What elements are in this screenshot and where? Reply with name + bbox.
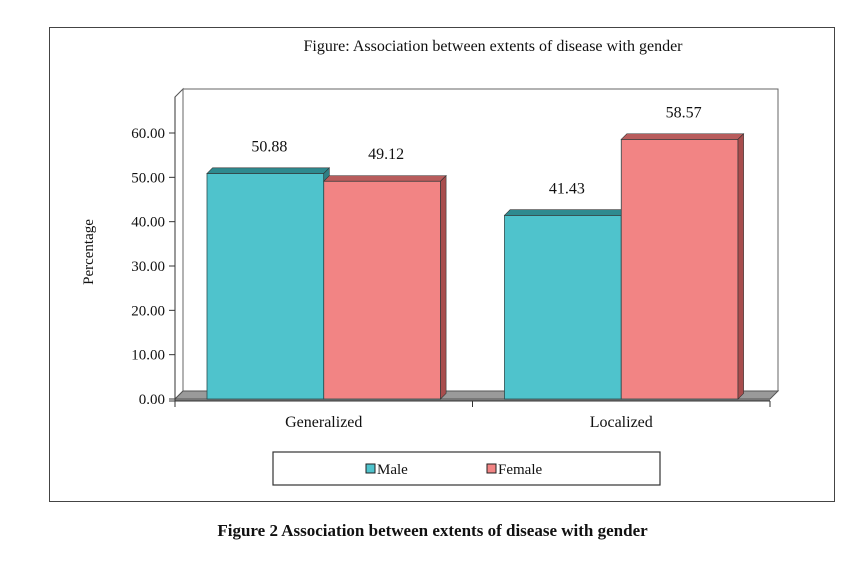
side-wall bbox=[174, 87, 184, 401]
y-tick-label: 20.00 bbox=[131, 303, 165, 319]
legend-label-female: Female bbox=[498, 462, 542, 478]
data-label: 58.57 bbox=[666, 104, 702, 121]
bars bbox=[206, 133, 745, 400]
bar-top-face bbox=[323, 175, 447, 182]
figure-caption: Figure 2 Association between extents of … bbox=[217, 521, 648, 540]
bar-side-face bbox=[440, 174, 447, 400]
data-label: 41.43 bbox=[549, 180, 585, 197]
x-tick-label: Localized bbox=[590, 414, 653, 431]
y-tick-label: 30.00 bbox=[131, 259, 165, 275]
x-tick-label: Generalized bbox=[285, 414, 362, 431]
y-tick-label: 50.00 bbox=[131, 170, 165, 186]
legend-swatch-male bbox=[365, 463, 376, 474]
bar-female-generalized bbox=[323, 180, 441, 400]
bar-female-localized bbox=[620, 138, 739, 400]
bar-top-face bbox=[206, 167, 331, 174]
bar-top-face bbox=[620, 133, 745, 140]
legend-box bbox=[272, 451, 661, 486]
legend-label-male: Male bbox=[377, 462, 408, 478]
bar-male-localized bbox=[504, 214, 622, 400]
data-labels: 50.88 49.12 41.43 58.57 bbox=[251, 104, 701, 197]
y-axis: 0.00 10.00 20.00 30.00 40.00 50.00 60.00 bbox=[131, 97, 176, 408]
legend-swatch-female bbox=[486, 463, 497, 474]
chart-floor-edge bbox=[175, 399, 770, 401]
y-axis-label: Percentage bbox=[81, 219, 97, 285]
x-axis: Generalized Localized bbox=[169, 400, 771, 431]
data-label: 49.12 bbox=[368, 146, 404, 163]
data-label: 50.88 bbox=[251, 138, 287, 155]
y-tick-label: 10.00 bbox=[131, 348, 165, 364]
bar-side-face bbox=[737, 133, 744, 400]
bar-male-generalized bbox=[206, 173, 325, 400]
bar-top-face bbox=[503, 209, 628, 216]
y-tick-label: 60.00 bbox=[131, 126, 165, 142]
chart-title: Figure: Association between extents of d… bbox=[303, 38, 683, 55]
legend: Male Female bbox=[272, 451, 661, 486]
y-tick-label: 40.00 bbox=[131, 215, 165, 231]
y-tick-label: 0.00 bbox=[139, 392, 165, 408]
